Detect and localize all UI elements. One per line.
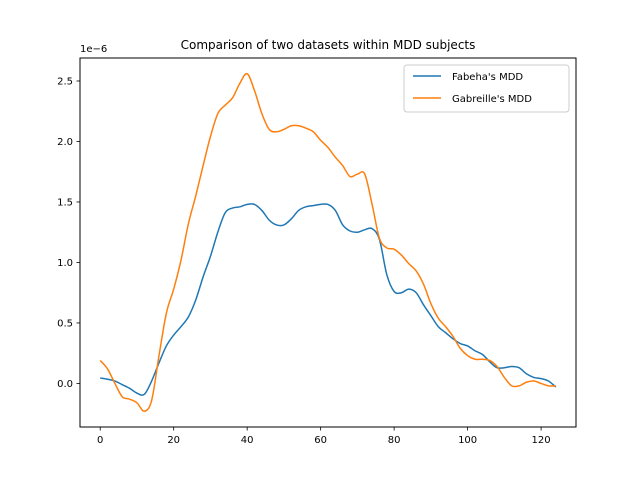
series-line-1: [100, 74, 556, 412]
x-tick-label: 20: [167, 435, 180, 446]
y-offset-label: 1e−6: [80, 44, 107, 55]
x-tick-label: 120: [532, 435, 551, 446]
x-tick-label: 80: [388, 435, 401, 446]
x-tick-label: 40: [241, 435, 254, 446]
y-tick-label: 1.0: [57, 258, 73, 269]
x-tick-label: 60: [314, 435, 327, 446]
x-axis: 0 20 40 60 80 100 120: [97, 427, 551, 446]
y-tick-label: 1.5: [57, 197, 73, 208]
plot-frame: [80, 58, 576, 427]
y-tick-label: 2.5: [57, 76, 73, 87]
legend: Fabeha's MDD Gabreille's MDD: [404, 65, 569, 112]
y-tick-label: 2.0: [57, 137, 73, 148]
y-tick-label: 0.5: [57, 318, 73, 329]
series-layer: [100, 74, 556, 412]
x-tick-label: 0: [97, 435, 103, 446]
y-tick-label: 0.0: [57, 379, 73, 390]
legend-label-fabeha: Fabeha's MDD: [452, 72, 523, 83]
legend-label-gabreille: Gabreille's MDD: [452, 94, 532, 105]
y-axis: 0.0 0.5 1.0 1.5 2.0 2.5: [57, 76, 80, 389]
chart-title: Comparison of two datasets within MDD su…: [181, 38, 476, 52]
x-tick-label: 100: [458, 435, 477, 446]
series-line-0: [100, 204, 556, 395]
